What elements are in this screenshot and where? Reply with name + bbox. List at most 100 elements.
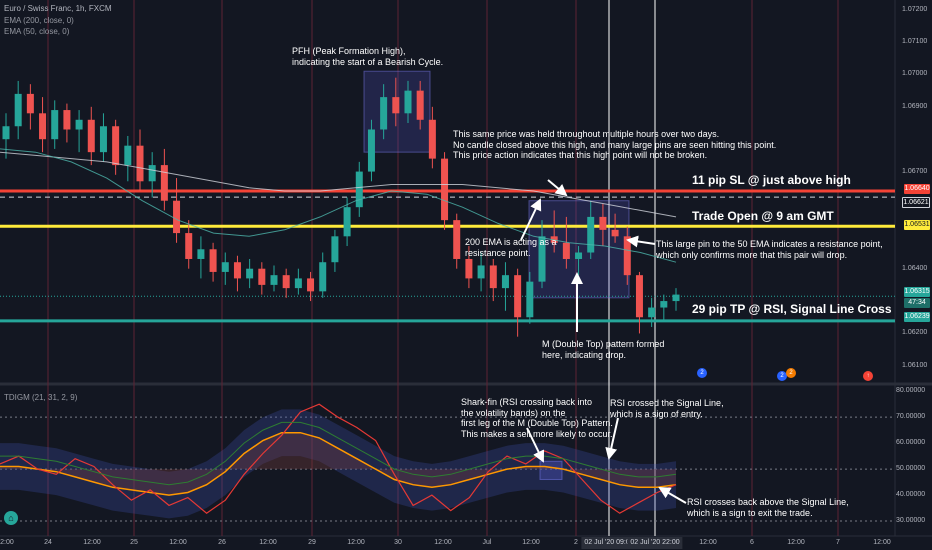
trend-area <box>0 432 676 496</box>
time-axis-label: 26 <box>218 539 226 546</box>
price-tag-stop-loss: 1.06640 <box>904 184 930 194</box>
arrow-shark-fin <box>526 427 545 463</box>
candle-body <box>489 265 497 289</box>
candle-body <box>599 216 607 230</box>
time-axis-label: 6 <box>750 539 754 546</box>
annotation-arrows <box>520 179 687 504</box>
price-tag-current: 1.06315 <box>904 287 930 297</box>
candle-body <box>75 119 83 130</box>
note-pfh: PFH (Peak Formation High), indicating th… <box>292 46 444 67</box>
volatility-band <box>0 409 676 519</box>
time-axis-label: 25 <box>130 539 138 546</box>
candle-body <box>319 262 327 292</box>
candle-body <box>99 126 107 153</box>
time-axis-label: 12:00 <box>347 539 365 546</box>
indicator-axis-label: 30.00000 <box>896 517 926 525</box>
candle-body <box>246 268 254 279</box>
candle-body <box>173 200 181 234</box>
indicator-axis-label: 50.00000 <box>896 465 926 473</box>
note-shark-fin: Shark-fin (RSI crossing back into the vo… <box>461 397 613 439</box>
candle-body <box>307 278 315 292</box>
note-held-price: This same price was held throughout mult… <box>453 129 777 160</box>
arrow-rsi-exit <box>658 487 687 504</box>
candle-body <box>392 97 400 114</box>
note-rsi-exit: RSI crosses back above the Signal Line, … <box>687 497 849 518</box>
time-axis-label: 12:00 <box>83 539 101 546</box>
candle-body <box>587 216 595 253</box>
label-trade-open: Trade Open @ 9 am GMT <box>692 209 834 223</box>
indicator-legend: TDIGM (21, 31, 2, 9) <box>4 393 78 402</box>
time-axis-label: 2 <box>574 539 578 546</box>
candle-body <box>14 93 22 127</box>
candle-body <box>112 126 120 166</box>
candle-series <box>2 77 680 337</box>
candle-body <box>258 268 266 285</box>
baseline-line <box>0 421 677 486</box>
candle-body <box>185 233 193 259</box>
candle-body <box>404 90 412 114</box>
label-stop-loss: 11 pip SL @ just above high <box>692 173 851 187</box>
event-marker-2[interactable]: 2 <box>777 371 787 381</box>
candle-body <box>294 278 302 289</box>
price-axis-label: 1.06200 <box>902 329 928 337</box>
price-axis-label: 1.07000 <box>902 70 928 78</box>
candle-body <box>611 229 619 237</box>
price-axis-label: 1.06400 <box>902 264 928 272</box>
candle-body <box>63 110 71 130</box>
candle-body <box>501 275 509 289</box>
ema-series <box>0 148 677 263</box>
price-axis-label: 1.06900 <box>902 102 928 110</box>
ema50-legend: EMA (50, close, 0) <box>4 27 70 36</box>
price-axis-label: 1.07200 <box>902 5 928 13</box>
shark-fin-box <box>539 460 563 480</box>
price-axis-label: 1.06100 <box>902 361 928 369</box>
time-axis-label: 7 <box>836 539 840 546</box>
event-marker-3[interactable]: 2 <box>786 368 796 378</box>
candle-body <box>465 258 473 279</box>
tradingview-logo-icon[interactable]: ⌂ <box>4 511 18 525</box>
candle-body <box>197 249 205 259</box>
candle-body <box>672 294 680 302</box>
price-axis-label: 1.06700 <box>902 167 928 175</box>
time-axis-label: Jul <box>482 539 492 546</box>
time-axis-label: 12:00 <box>434 539 452 546</box>
arrow-held-price <box>547 179 568 197</box>
candle-body <box>428 119 436 159</box>
signal-line <box>0 431 677 496</box>
price-axis-label: 1.07100 <box>902 38 928 46</box>
candle-body <box>623 236 631 276</box>
candle-body <box>331 236 339 263</box>
candle-body <box>39 113 47 140</box>
chart-symbol-title: Euro / Swiss Franc, 1h, FXCM <box>4 4 112 13</box>
candle-body <box>416 90 424 120</box>
note-ema200-resistance: 200 EMA is acting as a resistance point. <box>465 237 557 258</box>
event-marker-4[interactable]: ↑ <box>863 371 873 381</box>
time-axis-label: 12:00 <box>0 539 14 546</box>
price-tag-dashed: 1.06621 <box>902 197 930 208</box>
candle-body <box>562 242 570 259</box>
indicator-axis-label: 40.00000 <box>896 491 926 499</box>
ema200-legend: EMA (200, close, 0) <box>4 16 74 25</box>
ema200-line <box>0 151 677 218</box>
candle-body <box>270 275 278 285</box>
candle-body <box>51 110 59 140</box>
price-tag-trade-open: 1.06531 <box>904 220 930 230</box>
indicator-axis-label: 80.00000 <box>896 387 926 395</box>
time-axis-label: 29 <box>308 539 316 546</box>
note-large-pin: This large pin to the 50 EMA indicates a… <box>656 239 883 260</box>
ema50-line <box>0 148 677 263</box>
note-double-top: M (Double Top) pattern formed here, indi… <box>542 339 665 360</box>
note-rsi-signal-cross: RSI crossed the Signal Line, which is a … <box>610 398 724 419</box>
time-tag-exit: 02 Jul '20 22:00 <box>627 537 683 549</box>
time-axis-label: 12:00 <box>169 539 187 546</box>
candle-body <box>477 265 485 279</box>
candle-body <box>124 145 132 166</box>
candle-body <box>233 262 241 279</box>
label-take-profit: 29 pip TP @ RSI, Signal Line Cross <box>692 302 892 316</box>
candle-body <box>441 158 449 221</box>
event-marker-1[interactable]: 2 <box>697 368 707 378</box>
candle-body <box>575 252 583 259</box>
time-axis-label: 12:00 <box>699 539 717 546</box>
indicator-series <box>0 403 895 522</box>
